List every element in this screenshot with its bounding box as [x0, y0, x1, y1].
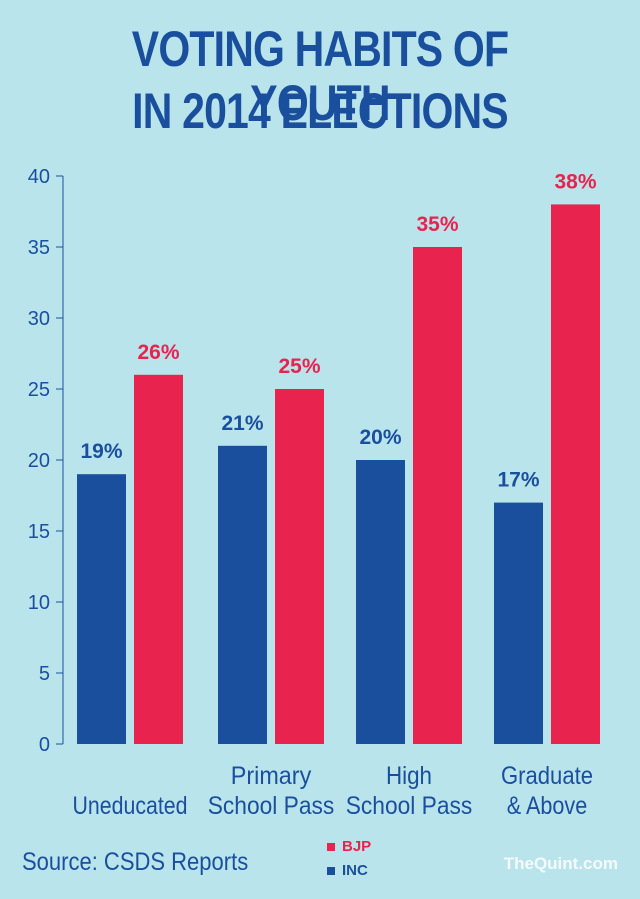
data-label-bjp: 25%: [278, 355, 320, 378]
bar-bjp: [413, 247, 462, 744]
watermark-logo: TheQuint.com: [503, 854, 618, 873]
y-tick-label: 20: [28, 450, 50, 472]
x-category-label: School Pass: [346, 792, 473, 820]
chart-title-line-1: VOTING HABITS OF YOUTH: [131, 21, 509, 131]
y-tick-label: 10: [28, 592, 50, 614]
bar-inc: [494, 502, 543, 744]
data-label-inc: 17%: [497, 469, 539, 492]
legend-swatch-bjp: [327, 843, 335, 852]
bar-bjp: [275, 389, 324, 744]
chart-title-line-2: IN 2014 ELECTIONS: [132, 83, 509, 139]
data-label-inc: 21%: [221, 412, 263, 435]
bar-inc: [77, 474, 126, 744]
legend-item-inc: INC: [327, 862, 368, 879]
bar-inc: [218, 445, 267, 744]
bar-bjp: [134, 374, 183, 744]
x-category-label: High: [386, 762, 432, 790]
data-label-bjp: 38%: [554, 170, 596, 193]
legend-label-bjp: BJP: [342, 838, 372, 855]
bar-inc: [356, 460, 405, 744]
y-tick-label: 40: [28, 166, 50, 188]
legend-label-inc: INC: [342, 862, 368, 879]
data-label-bjp: 26%: [137, 341, 179, 364]
data-label-inc: 19%: [80, 440, 122, 463]
data-label-inc: 20%: [359, 426, 401, 449]
y-tick-label: 35: [28, 237, 50, 259]
y-tick-label: 0: [39, 734, 50, 756]
y-tick-label: 30: [28, 308, 50, 330]
x-category-label: & Above: [507, 792, 588, 820]
source-note: Source: CSDS Reports: [22, 848, 249, 876]
bar-bjp: [551, 204, 600, 744]
y-tick-label: 15: [28, 521, 50, 543]
y-tick-label: 5: [39, 663, 50, 685]
x-category-label: Uneducated: [73, 792, 188, 820]
y-tick-label: 25: [28, 379, 50, 401]
legend-swatch-inc: [327, 867, 335, 876]
x-category-label: Graduate: [501, 762, 593, 790]
data-label-bjp: 35%: [416, 213, 458, 236]
legend-item-bjp: BJP: [327, 838, 371, 855]
x-category-label: Primary: [231, 762, 312, 790]
x-category-label: School Pass: [208, 792, 335, 820]
